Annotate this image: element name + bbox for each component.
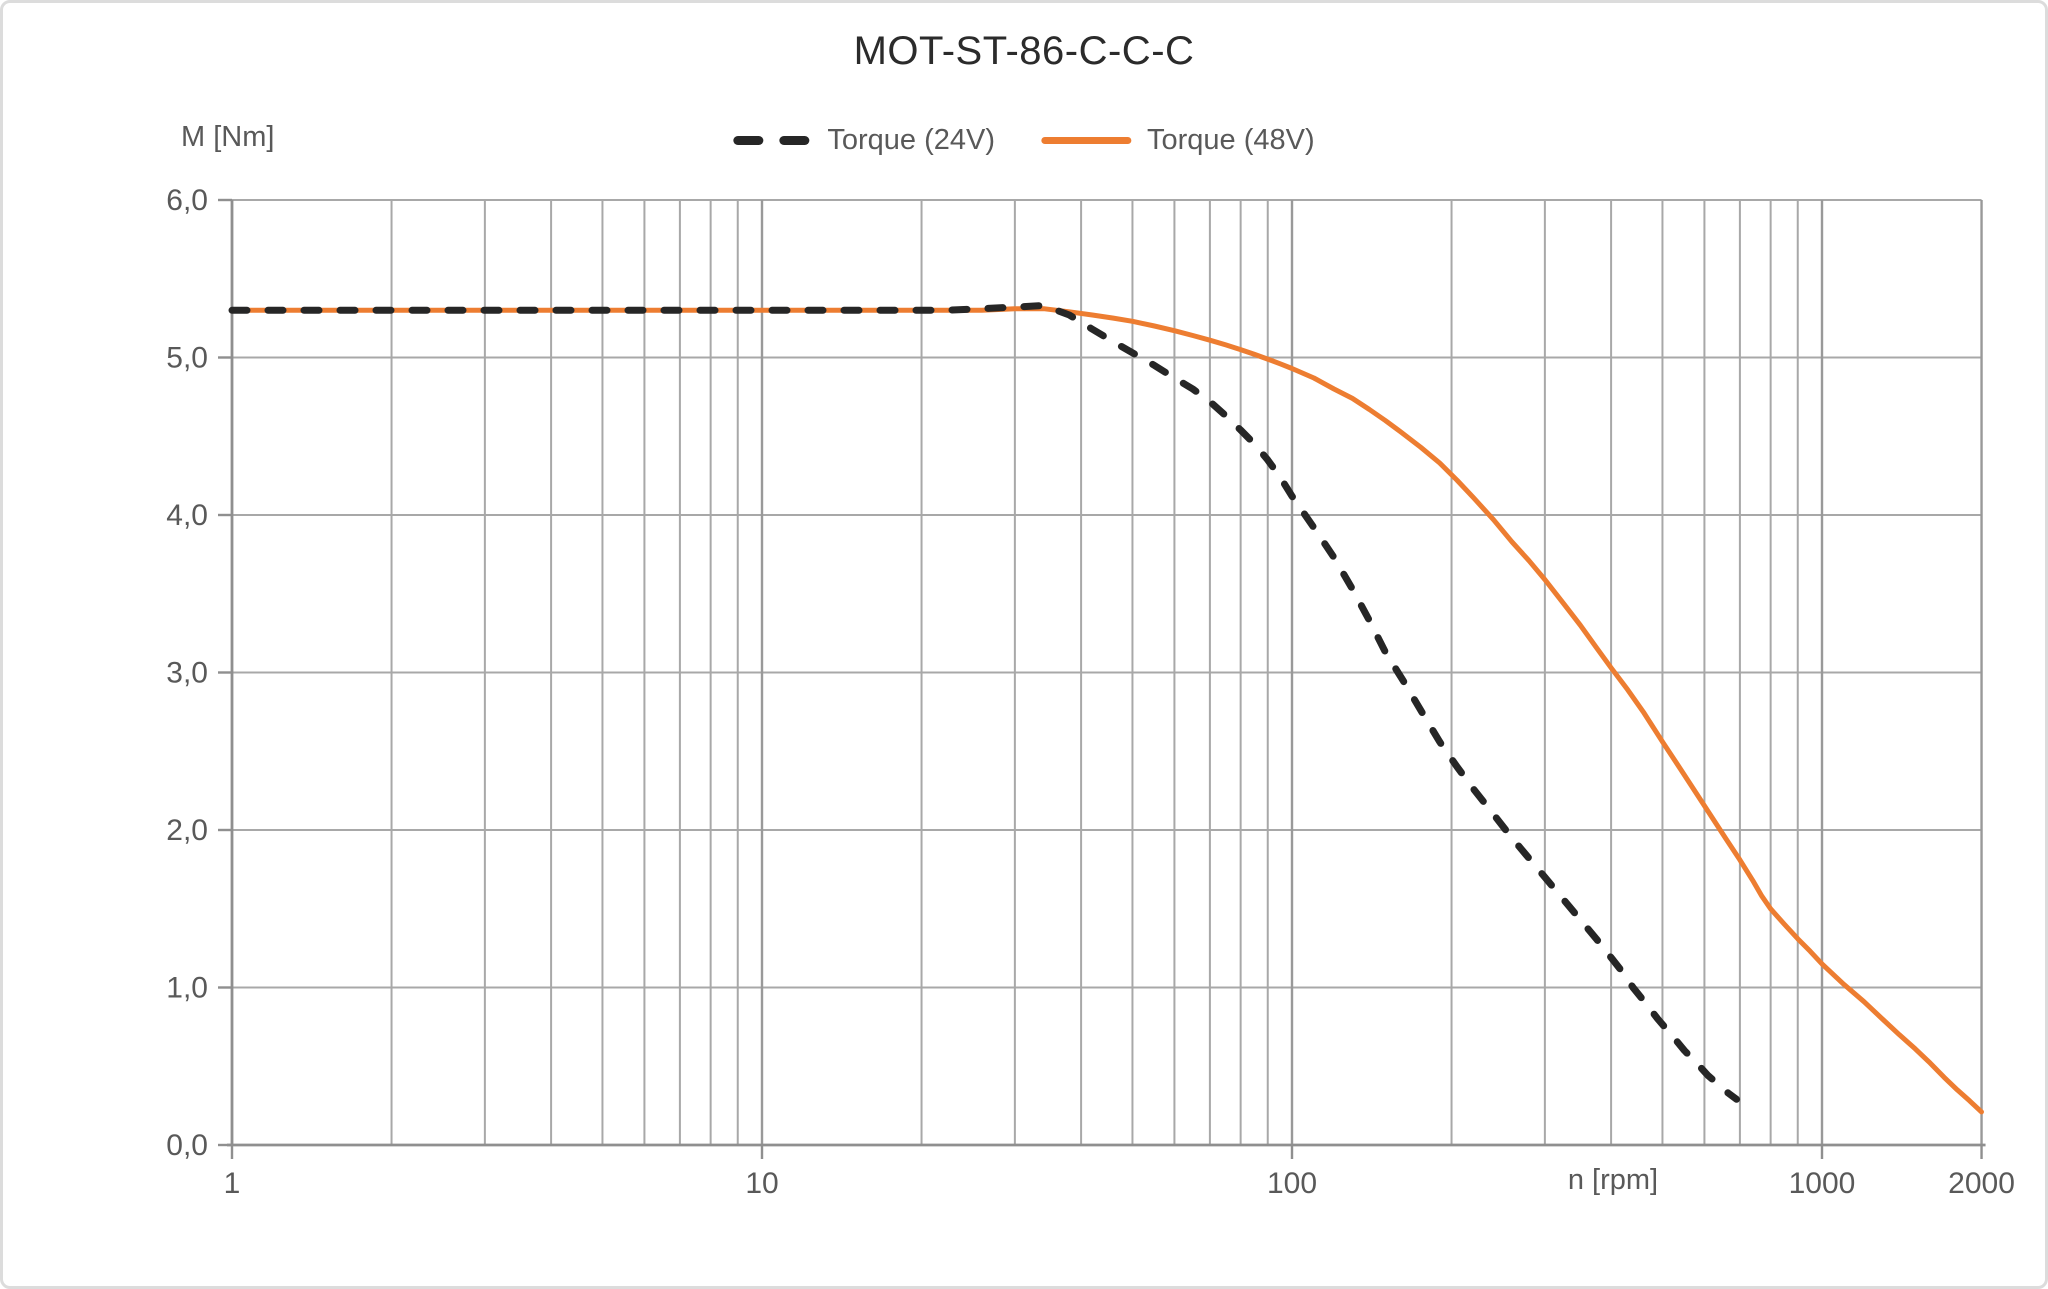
x-axis-title: n [rpm] <box>1567 1164 1659 1196</box>
x-tick-label: 100 <box>1267 1167 1317 1200</box>
y-tick-label: 4,0 <box>166 499 208 532</box>
legend: Torque (24V) Torque (48V) <box>733 124 1315 157</box>
dash-segment-icon <box>779 136 810 145</box>
x-tick-label: 10 <box>745 1167 778 1200</box>
torque-24v-curve <box>228 302 1741 1103</box>
chart-title: MOT-ST-86-C-C-C <box>853 29 1195 73</box>
y-axis-title: M [Nm] <box>181 121 275 153</box>
y-tick-label: 0,0 <box>166 1129 208 1162</box>
y-tick-label: 6,0 <box>166 184 208 217</box>
x-tick-label: 1000 <box>1789 1167 1856 1200</box>
x-tick-label: 1 <box>224 1167 241 1200</box>
legend-label-torque-24v: Torque (24V) <box>827 124 995 156</box>
x-tick-label: 2000 <box>1948 1167 2015 1200</box>
y-tick-label: 2,0 <box>166 814 208 847</box>
y-tick-label: 5,0 <box>166 342 208 375</box>
legend-swatch-dashed-line-icon <box>733 136 810 145</box>
torque-48v-curve <box>229 306 1984 1115</box>
plot-area: 0,0 1,0 2,0 3,0 4,0 5,0 6,0 1 10 100 1000 2000 <box>166 184 2015 1200</box>
legend-swatch-solid-line-icon <box>1041 137 1131 144</box>
y-tick-label: 1,0 <box>166 972 208 1005</box>
legend-label-torque-48v: Torque (48V) <box>1147 124 1315 156</box>
dash-segment-icon <box>733 136 764 145</box>
y-tick-label: 3,0 <box>166 657 208 690</box>
